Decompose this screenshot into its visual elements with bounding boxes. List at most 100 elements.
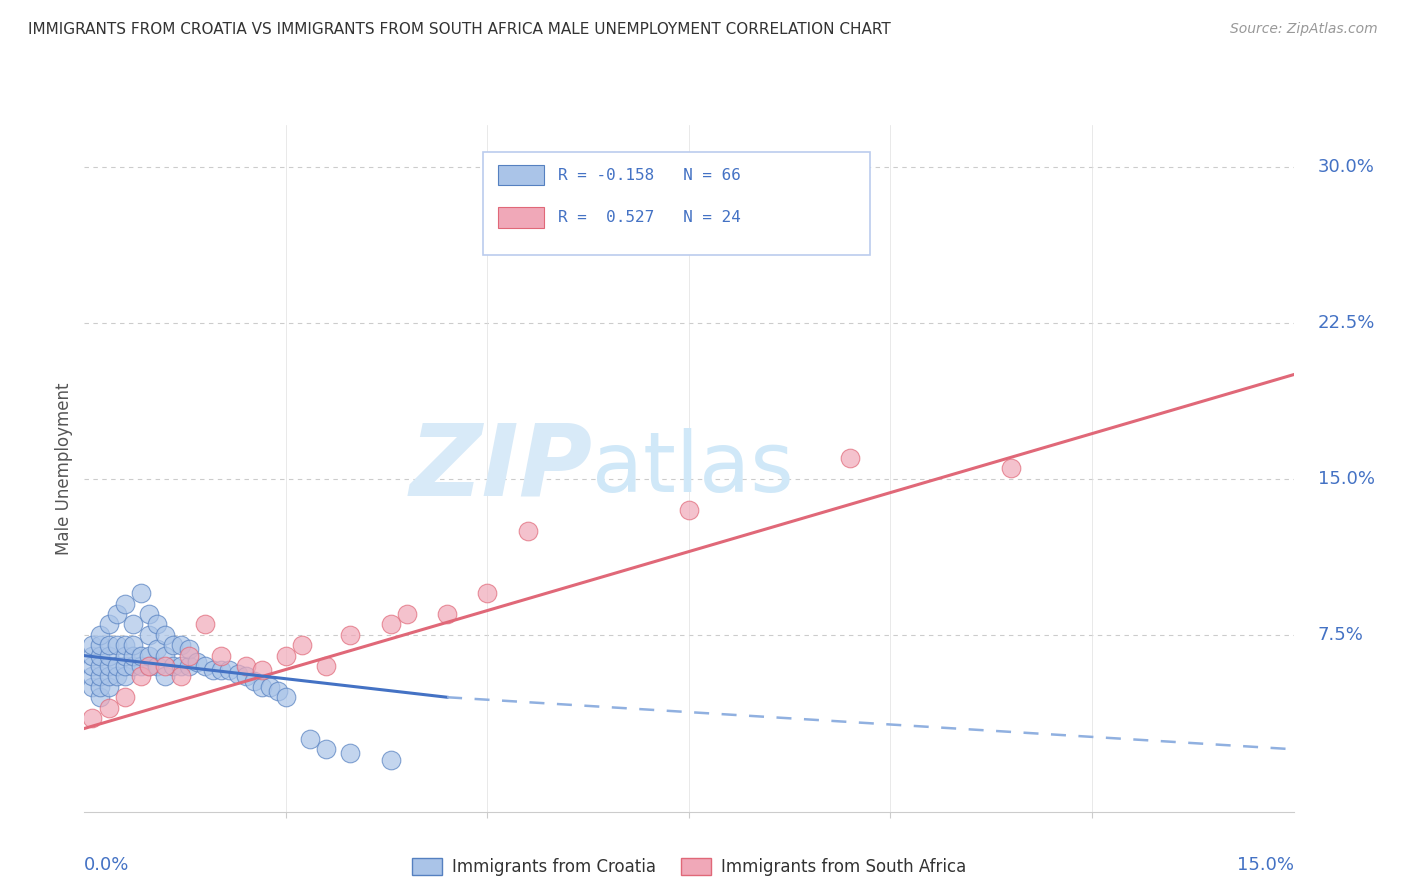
Point (218, 663, 240, 677)
Point (436, 607, 458, 621)
Point (138, 648, 160, 663)
Point (1000, 461, 1022, 475)
Point (179, 642, 201, 657)
Point (179, 648, 201, 663)
Point (82, 711, 104, 725)
Point (209, 648, 232, 663)
Point (97, 638, 120, 652)
Point (380, 753, 402, 767)
Point (170, 669, 193, 683)
Point (516, 524, 538, 538)
Text: atlas: atlas (592, 428, 794, 508)
Legend: Immigrants from Croatia, Immigrants from South Africa: Immigrants from Croatia, Immigrants from… (405, 851, 973, 882)
Point (259, 680, 281, 694)
Point (274, 648, 297, 663)
Point (250, 680, 273, 694)
Point (97, 659, 120, 673)
Point (121, 648, 143, 663)
Point (114, 648, 136, 663)
Point (194, 659, 217, 673)
Point (146, 617, 169, 632)
Point (97, 617, 120, 632)
Point (274, 690, 297, 705)
Point (299, 731, 322, 746)
FancyBboxPatch shape (484, 153, 870, 255)
Point (129, 586, 152, 600)
Point (226, 667, 249, 681)
Point (105, 638, 128, 652)
Point (339, 628, 361, 642)
Text: R = -0.158   N = 66: R = -0.158 N = 66 (558, 168, 741, 183)
Point (97, 700, 120, 714)
Point (89, 628, 111, 642)
Point (82, 638, 104, 652)
Text: 0.0%: 0.0% (84, 856, 129, 874)
Bar (498, 165, 544, 186)
Point (380, 617, 402, 632)
Text: ZIP: ZIP (409, 420, 592, 516)
Text: Source: ZipAtlas.com: Source: ZipAtlas.com (1230, 22, 1378, 37)
Point (105, 669, 128, 683)
Point (153, 628, 176, 642)
Point (138, 659, 160, 673)
Point (105, 607, 128, 621)
Point (82, 648, 104, 663)
Point (235, 659, 257, 673)
Point (209, 663, 232, 677)
Point (114, 669, 136, 683)
Point (315, 742, 337, 756)
Point (250, 663, 273, 677)
Point (138, 607, 160, 621)
Bar (498, 207, 544, 228)
Text: 15.0%: 15.0% (1236, 856, 1294, 874)
Point (89, 659, 111, 673)
Point (82, 669, 104, 683)
Point (170, 659, 193, 673)
Point (267, 684, 290, 698)
Point (89, 638, 111, 652)
Point (162, 638, 184, 652)
Point (291, 638, 314, 652)
Point (153, 659, 176, 673)
Point (194, 617, 217, 632)
Point (121, 638, 143, 652)
Point (89, 690, 111, 705)
Point (170, 638, 193, 652)
Point (97, 648, 120, 663)
Text: 15.0%: 15.0% (1317, 470, 1375, 488)
Point (153, 669, 176, 683)
Point (97, 680, 120, 694)
Point (129, 669, 152, 683)
Point (121, 659, 143, 673)
Point (82, 680, 104, 694)
Point (138, 659, 160, 673)
Y-axis label: Male Unemployment: Male Unemployment (55, 382, 73, 555)
Point (89, 669, 111, 683)
Point (114, 597, 136, 611)
Point (477, 586, 499, 600)
Point (162, 659, 184, 673)
Point (129, 648, 152, 663)
Point (186, 655, 208, 669)
Point (146, 642, 169, 657)
Text: 7.5%: 7.5% (1317, 626, 1364, 644)
Point (153, 648, 176, 663)
Point (395, 607, 418, 621)
Point (129, 659, 152, 673)
Point (179, 659, 201, 673)
Point (89, 648, 111, 663)
Text: IMMIGRANTS FROM CROATIA VS IMMIGRANTS FROM SOUTH AFRICA MALE UNEMPLOYMENT CORREL: IMMIGRANTS FROM CROATIA VS IMMIGRANTS FR… (28, 22, 891, 37)
Point (114, 690, 136, 705)
Point (242, 673, 264, 688)
Text: 22.5%: 22.5% (1317, 314, 1375, 332)
Point (339, 747, 361, 761)
Point (82, 659, 104, 673)
Point (138, 628, 160, 642)
Point (202, 663, 225, 677)
Point (146, 659, 169, 673)
Point (105, 659, 128, 673)
Point (235, 669, 257, 683)
Point (839, 450, 862, 465)
Point (114, 659, 136, 673)
Text: 30.0%: 30.0% (1317, 158, 1375, 176)
